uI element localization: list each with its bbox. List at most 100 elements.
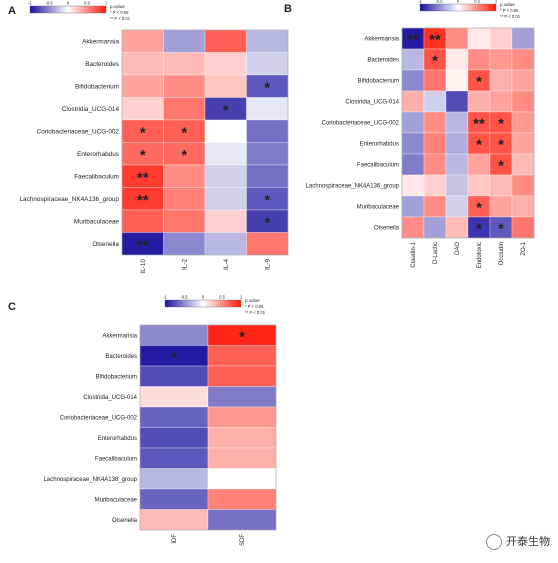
significance-star: * [223,102,229,119]
heatmap-cell [204,74,247,98]
heatmap-cell [511,111,535,134]
heatmap-cell [489,90,513,113]
row-label: Lachnospiraceae_NK4A136_group [44,477,138,483]
legend-tick-label: -1 [163,295,167,300]
row-label: Coriobacteriaceae_UCG-002 [37,128,120,135]
row-label: Muribaculaceae [357,205,400,211]
column-label: DAO [455,242,461,255]
watermark: 开泰生物 [486,533,550,550]
row-label: Akkermansia [364,37,399,43]
wechat-logo-icon [486,534,502,550]
row-label: Faecalibaculum [357,163,399,169]
significance-star: * [264,192,270,209]
legend-note-p01: ** P < 0.01 [500,14,521,19]
heatmap-cell [121,97,164,121]
significance-star: * [498,158,504,175]
panel-a: A*** ** ***** ****AkkermansiaBacteroidesBif… [8,5,289,274]
color-legend-c: -1 -0.5 0 0.5 1p.value* P < 0.05** P < 0.01 [163,295,266,316]
heatmap-cell [401,195,425,218]
row-label: Olsenella [112,518,138,524]
heatmap-cell [163,74,206,98]
heatmap-cell [423,195,447,218]
legend-tick-label: -1 [28,1,32,6]
heatmap-cell [511,90,535,113]
row-label: Muribaculaceae [74,218,120,225]
heatmap-cell [204,187,247,211]
heatmap-cell [204,209,247,233]
panel-b: B** ****** ** **** *AkkermansiaBacteroidesBi… [284,3,535,268]
heatmap-cell [121,52,164,76]
heatmap-border [401,27,535,239]
legend-tick-label: 1 [495,0,498,4]
heatmap-cell [445,153,469,176]
heatmap-cell [423,153,447,176]
legend-color-bar [29,5,107,14]
heatmap-cell [207,509,277,531]
heatmap-cell [401,48,425,71]
legend-title: p.value [500,2,515,7]
row-label: Bacteroides [105,354,137,360]
heatmap-cell [467,174,491,197]
heatmap-cell [489,69,513,92]
significance-star: ** [137,237,149,254]
heatmap-cell [163,97,206,121]
heatmap-cell [204,232,247,256]
significance-star: ** [429,32,441,49]
heatmap-cell [423,132,447,155]
row-label: Enterorhabdus [77,151,119,158]
significance-star: * [239,328,245,345]
heatmap-cell [467,48,491,71]
legend-color-bar [419,3,497,12]
significance-star: * [476,137,482,154]
panel-letter: C [8,301,16,313]
heatmap-cell [121,209,164,233]
heatmap-cell [423,174,447,197]
legend-title: p.value [110,4,125,9]
heatmap-cell [204,52,247,76]
significance-star: * [476,221,482,238]
heatmap-cell [163,232,206,256]
heatmap-cell [401,111,425,134]
column-label: IL-2 [181,259,188,270]
row-label: Coriobacteriaceae_UCG-002 [322,121,400,127]
heatmap-cell [207,488,277,510]
watermark-text: 开泰生物 [506,535,550,548]
legend-note-p01: ** P < 0.01 [110,16,131,21]
legend-tick-label: -0.5 [45,1,53,6]
heatmap-cell [467,90,491,113]
row-label: Muribaculaceae [95,497,138,503]
significance-star: * [498,137,504,154]
column-label: IL-9 [264,259,271,270]
row-label: Bacteroides [367,58,399,64]
heatmap-cell [139,324,209,346]
heatmap-cell [489,48,513,71]
heatmap-cell [204,119,247,143]
heatmap-border [121,29,289,256]
significance-star: * [476,200,482,217]
heatmap-cell [445,195,469,218]
heatmap-cell [401,216,425,239]
heatmap-cell [163,164,206,188]
heatmap-cell [246,29,289,53]
significance-star: ** [407,32,419,49]
heatmap-cell [204,164,247,188]
legend-tick-label: 1 [240,295,243,300]
heatmap-cell [511,195,535,218]
heatmap-cell [163,52,206,76]
heatmap-cell [139,427,209,449]
heatmap-cell [207,406,277,428]
heatmap-cell [423,90,447,113]
heatmap-cell [445,132,469,155]
heatmap-cell [511,153,535,176]
row-label: Bifidobacterium [96,374,137,380]
column-label: Claudin-1 [411,241,417,267]
heatmap-cell [139,406,209,428]
legend-note-p05: * P < 0.05 [245,304,264,309]
heatmap-cell [511,174,535,197]
heatmap-cell [139,509,209,531]
heatmap-cell [489,27,513,50]
legend-tick-label: 0 [67,1,70,6]
panel-letter: B [284,3,292,15]
heatmap-cell [246,164,289,188]
row-label: Clostridia_UCG-014 [83,395,137,401]
